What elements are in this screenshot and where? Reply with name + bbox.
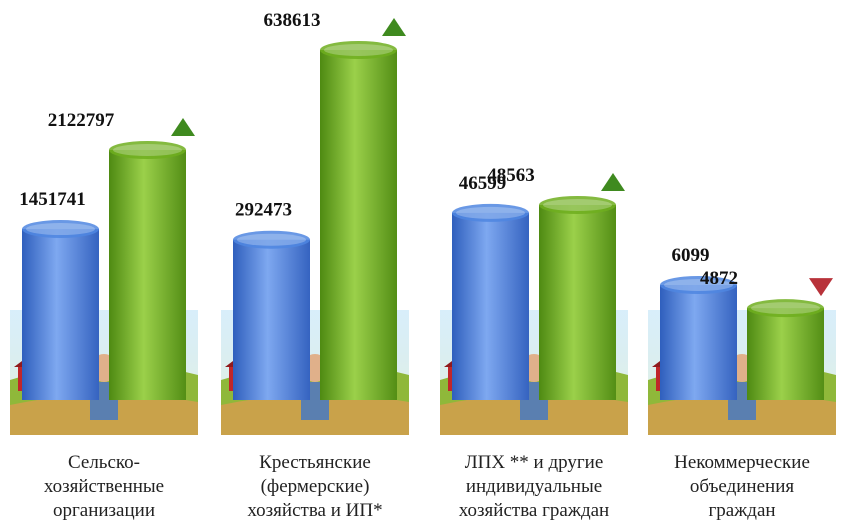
- category-label: ЛПХ ** и другие: [465, 452, 604, 473]
- cylinder-body: [660, 285, 737, 400]
- category-label: граждан: [708, 500, 775, 521]
- category-label: организации: [53, 500, 155, 521]
- cylinder-top: [452, 203, 529, 222]
- category-label: хозяйства граждан: [459, 500, 609, 521]
- increase-indicator: [382, 18, 406, 36]
- cylinder-top-shine: [237, 233, 306, 246]
- category-label: объединения: [690, 476, 794, 497]
- cylinder-body: [452, 212, 529, 400]
- value-label: 6099: [672, 245, 710, 266]
- cylinder-top-shine: [26, 223, 95, 236]
- cylinder: [233, 230, 310, 400]
- cylinder: [320, 41, 397, 400]
- cylinder-body: [22, 229, 99, 400]
- cylinder-top-shine: [113, 144, 182, 156]
- value-label: 2122797: [48, 110, 115, 131]
- cylinder: [109, 141, 186, 400]
- value-label: 292473: [235, 200, 292, 221]
- decrease-indicator: [809, 278, 833, 297]
- category-label: Крестьянские: [259, 452, 371, 473]
- cylinder: [747, 299, 824, 400]
- cylinder-top: [22, 220, 99, 239]
- value-label: 48563: [487, 165, 535, 186]
- cylinder-body: [747, 308, 824, 400]
- category-label: хозяйства и ИП*: [247, 500, 382, 521]
- cylinder-top: [539, 196, 616, 214]
- cylinder-top: [233, 230, 310, 249]
- increase-indicator: [601, 173, 625, 191]
- cylinder-top-shine: [751, 302, 820, 315]
- category-label: Некоммерческие: [674, 452, 810, 473]
- cylinder-body: [109, 150, 186, 400]
- value-label: 638613: [264, 10, 321, 31]
- cylinder-top-shine: [543, 199, 612, 211]
- category-label: хозяйственные: [44, 476, 164, 497]
- value-label: 46599: [459, 173, 507, 194]
- cylinder-body: [233, 239, 310, 400]
- category-label: индивидуальные: [466, 476, 602, 497]
- cylinder-top: [320, 41, 397, 59]
- increase-indicator: [171, 118, 195, 136]
- category-label: (фермерские): [261, 476, 370, 497]
- value-label: 1451741: [19, 189, 86, 210]
- cylinder-body: [539, 205, 616, 400]
- cylinder-top-shine: [456, 206, 525, 219]
- cylinder-top: [660, 276, 737, 294]
- cylinder-top-shine: [324, 44, 393, 56]
- cylinder: [452, 203, 529, 400]
- cylinder: [539, 196, 616, 400]
- category-label: Сельско-: [68, 452, 140, 473]
- cylinder-top: [747, 299, 824, 318]
- cylinder: [22, 220, 99, 400]
- cylinder: [660, 276, 737, 400]
- cylinder-top-shine: [664, 279, 733, 291]
- value-label: 4872: [700, 268, 738, 289]
- cylinder-top: [109, 141, 186, 159]
- cylinder-body: [320, 50, 397, 400]
